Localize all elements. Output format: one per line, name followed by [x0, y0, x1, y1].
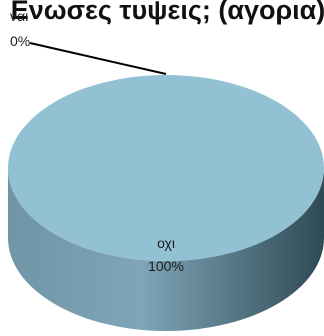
slice-label-oxi: οχι [157, 235, 175, 251]
leader-line-nai [29, 42, 167, 75]
pie-slice-side [8, 168, 324, 331]
pie-slice-oxi [8, 75, 324, 261]
chart-title: Ενωσες τυψεις; (αγορια) [11, 0, 324, 25]
slice-label-nai: ναι [10, 8, 28, 24]
slice-value-oxi: 100% [148, 258, 184, 274]
pie-body [8, 75, 324, 331]
slice-value-nai: 0% [10, 33, 30, 49]
